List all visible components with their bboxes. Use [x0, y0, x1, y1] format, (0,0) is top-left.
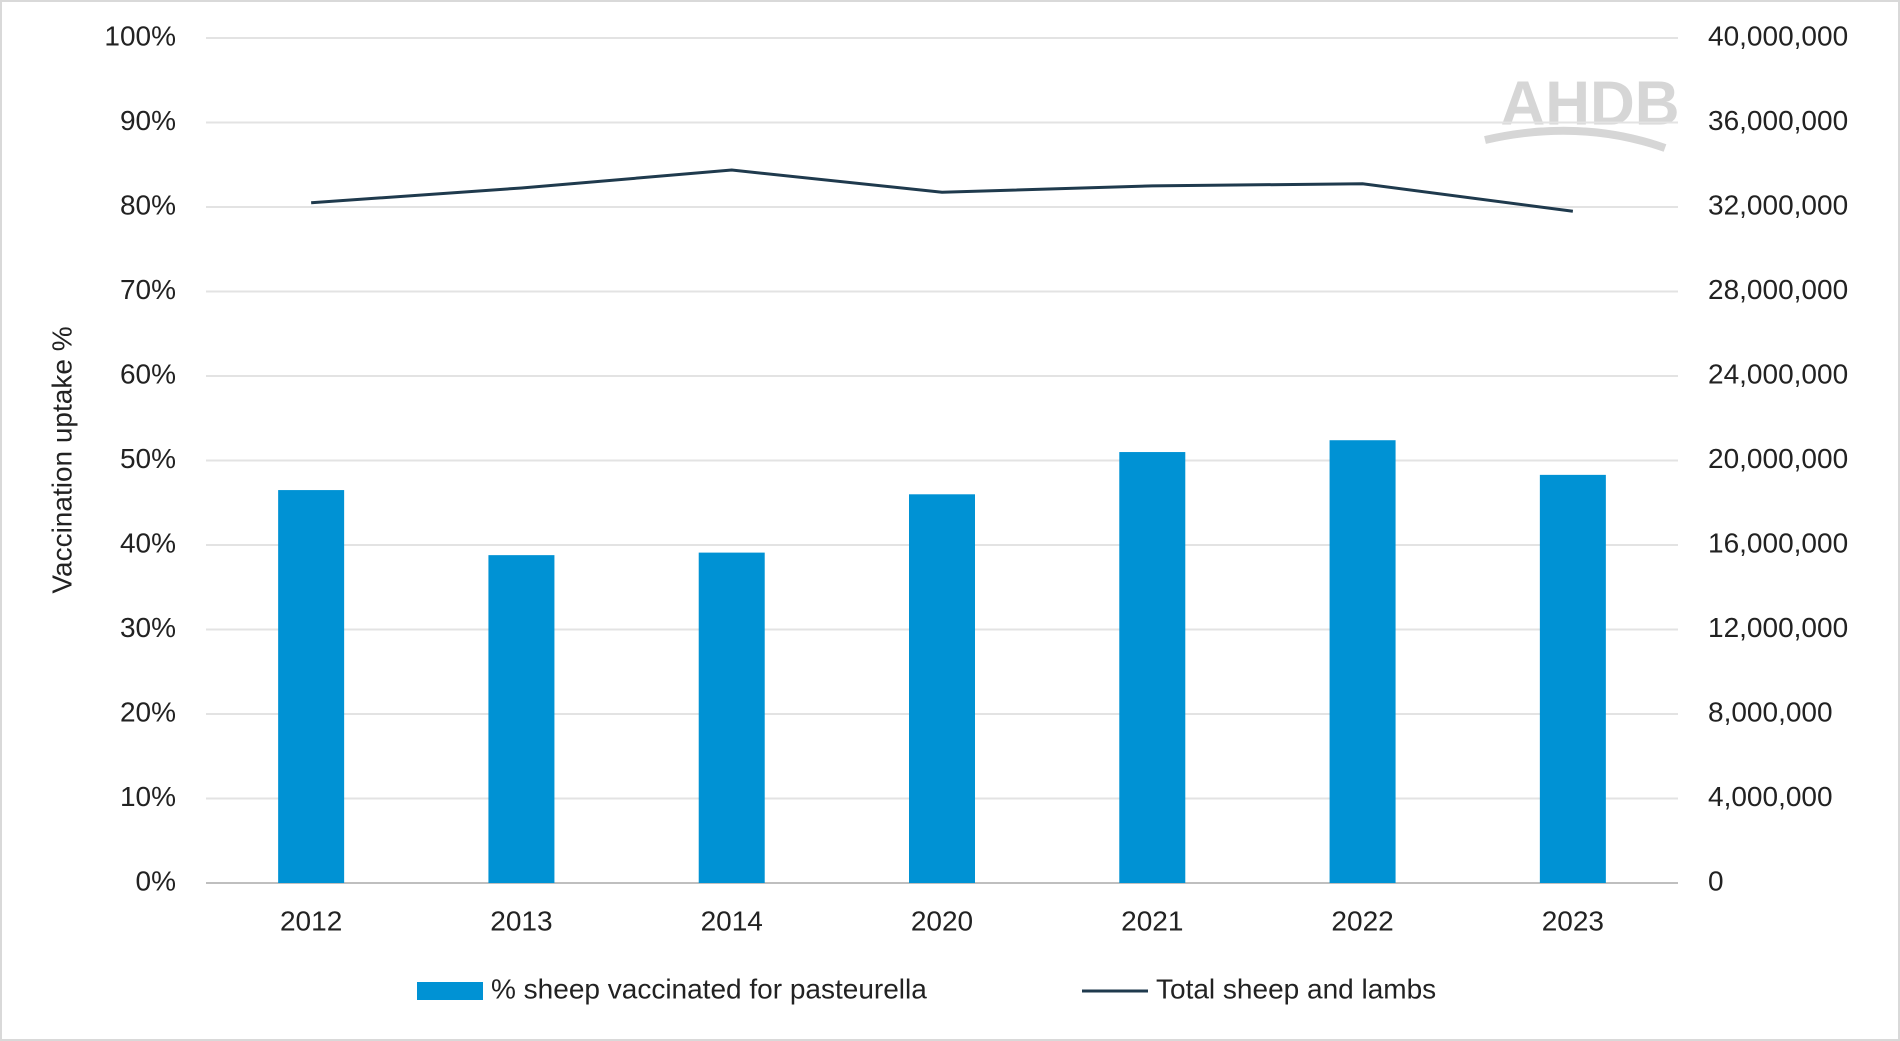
bar [1329, 440, 1396, 883]
line [311, 168, 1574, 213]
bar [698, 552, 765, 883]
y2-tick-label: 28,000,000 [1708, 274, 1848, 305]
y2-tick-label: 0 [1708, 865, 1724, 896]
x-tick-label: 2012 [280, 905, 342, 936]
bar [278, 490, 345, 883]
x-tick-label: 2020 [911, 905, 973, 936]
y2-tick-label: 24,000,000 [1708, 358, 1848, 389]
x-tick-label: 2023 [1542, 905, 1604, 936]
watermark: AHDB [1500, 69, 1679, 138]
y-tick-label: 0% [136, 865, 176, 896]
y-tick-label: 50% [120, 443, 176, 474]
y-tick-label: 70% [120, 274, 176, 305]
bar [909, 494, 975, 883]
x-tick-label: 2022 [1331, 905, 1393, 936]
y2-tick-label: 8,000,000 [1708, 696, 1833, 727]
bar [488, 555, 555, 883]
y-tick-label: 10% [120, 781, 176, 812]
y2-tick-label: 20,000,000 [1708, 443, 1848, 474]
y-tick-label: 90% [120, 105, 176, 136]
y-tick-label: 60% [120, 358, 176, 389]
y-tick-label: 20% [120, 696, 176, 727]
legend-label: % sheep vaccinated for pasteurella [491, 973, 927, 1004]
y2-tick-label: 40,000,000 [1708, 20, 1848, 51]
watermark-swoosh [1484, 126, 1667, 152]
y2-tick-label: 32,000,000 [1708, 189, 1848, 220]
y-tick-label: 40% [120, 527, 176, 558]
bar [1119, 452, 1186, 883]
legend-label: Total sheep and lambs [1156, 973, 1436, 1004]
y-tick-label: 100% [104, 20, 176, 51]
y-axis-label: Vaccination uptake % [46, 326, 77, 593]
x-tick-label: 2013 [490, 905, 552, 936]
bar [1539, 474, 1606, 883]
legend-swatch [417, 982, 483, 1000]
x-tick-label: 2021 [1121, 905, 1183, 936]
y2-tick-label: 12,000,000 [1708, 612, 1848, 643]
y2-tick-label: 16,000,000 [1708, 527, 1848, 558]
y-tick-label: 30% [120, 612, 176, 643]
y2-tick-label: 36,000,000 [1708, 105, 1848, 136]
y-tick-label: 80% [120, 189, 176, 220]
x-tick-label: 2014 [701, 905, 763, 936]
y2-tick-label: 4,000,000 [1708, 781, 1833, 812]
